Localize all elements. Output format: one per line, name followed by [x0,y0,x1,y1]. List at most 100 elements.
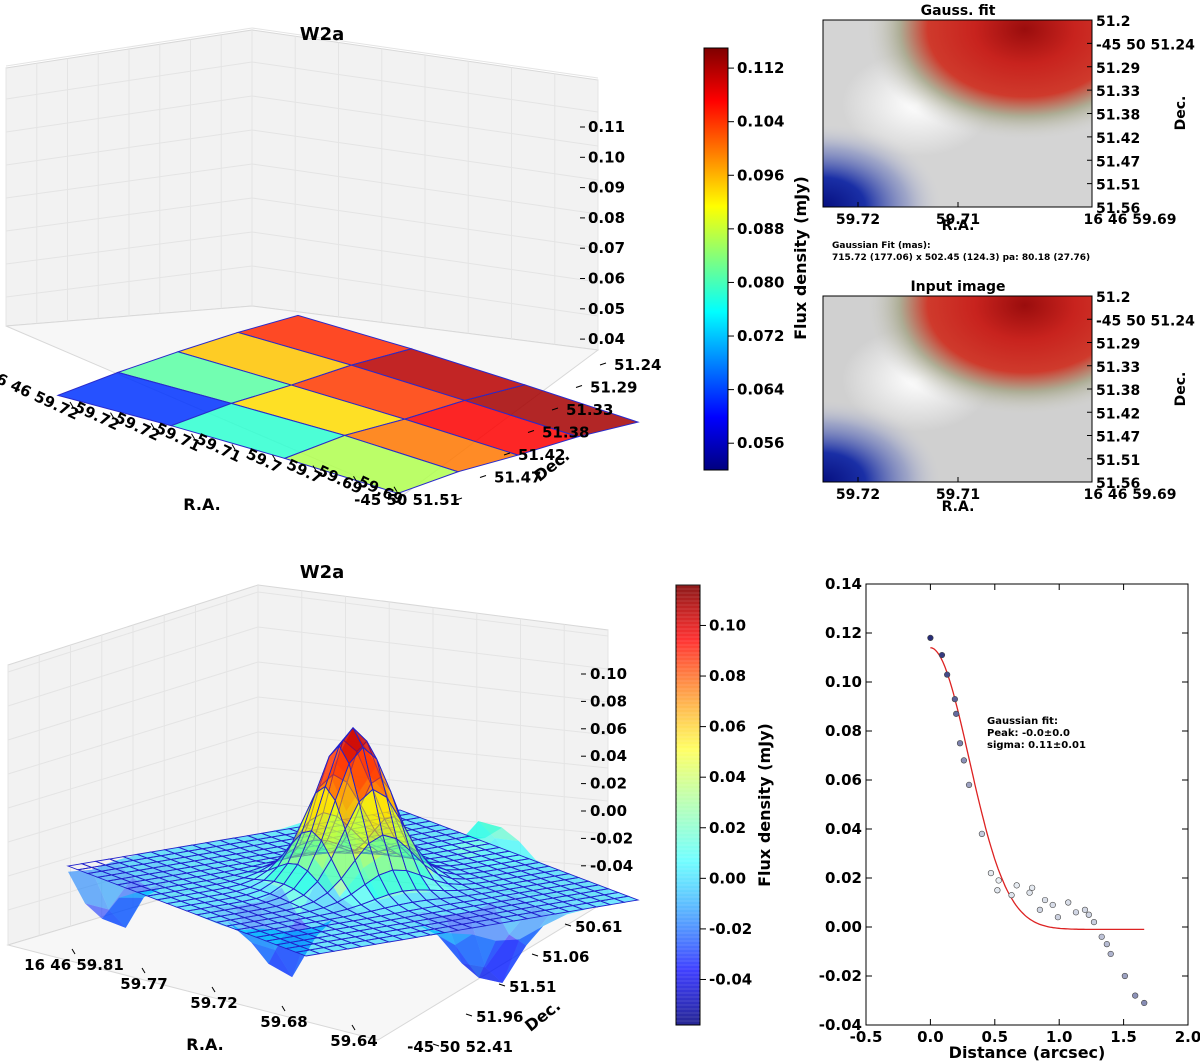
input-image-title: Input image [910,279,1005,295]
profile-data-point [1107,950,1114,958]
top-3d-gridline [251,265,599,317]
bottom-3d-data-face [183,879,225,891]
bottom-colorbar-tick-label: -0.04 [709,970,752,988]
top-colorbar-tick-labels: 0.112 0.104 0.096 0.088 0.080 0.072 0.064 0.056 [728,59,784,452]
top-3d-gridline [251,163,599,215]
input-image-ra-ticks: 59.72 59.71 16 46 59.69 [836,477,1177,503]
bottom-3d-data-face [515,888,557,907]
profile-data-point [1085,911,1092,918]
bottom-3d-data-face [498,882,540,895]
top-3d-gridline [5,129,253,166]
map2-ra-tick-label: 59.72 [836,487,880,503]
bottom-3d-data-face [176,890,218,901]
top-colorbar-label: Flux density (mJy) [791,176,810,340]
profile-x-tick-label: 0.5 [982,1028,1009,1046]
top-3d-dec-tick [551,407,559,411]
bottom-3d-data-face [488,863,530,876]
profile-data-point [1036,906,1043,913]
map2-ra-tick-label: 59.71 [936,487,980,503]
bottom-3d-data-face [390,922,432,930]
map2-dec-tick-label: 51.33 [1096,360,1140,376]
bottom-3d-gridline [257,731,609,769]
top-3d-gridline [5,27,253,67]
top-3d-ra-tick [110,412,114,418]
top-colorbar-strip [703,47,729,471]
bottom-3d-data-face [132,861,174,888]
bottom-3d-gridline [7,626,259,707]
gauss-fit-image [823,20,1092,207]
bottom-3d-data-face [203,848,245,859]
bottom-3d-z-tick-label: -0.04 [590,857,633,875]
input-image-dec-ticks: 51.2 -45 50 51.24 51.29 51.33 51.38 51.42 51.4… [1087,290,1195,492]
profile-annotation-line-2: Peak: -0.0±0.0 [987,728,1070,739]
profile-data-point [1026,889,1033,896]
bottom-3d-data-face [102,897,143,928]
top-3d-ra-tick [150,422,155,429]
top-3d-gridline [251,129,599,181]
bottom-3d-data-face [220,854,262,866]
profile-x-tick-label: -0.5 [850,1028,883,1046]
bottom-colorbar-tick-labels: 0.10 0.08 0.06 0.04 0.02 0.00 -0.02 -0.04 [700,616,752,988]
top-colorbar: 0.112 0.104 0.096 0.088 0.080 0.072 0.064 0.056… [703,47,810,471]
bottom-3d-data-face [438,935,479,978]
bottom-3d-data-face [475,886,516,904]
profile-data-point [1121,972,1128,980]
bottom-3d-data-face [159,884,201,895]
bottom-3d-data-face [451,890,493,914]
profile-y-tick-label: 0.08 [825,722,862,740]
top-3d-z-tick-label: 0.04 [588,330,625,348]
top-3d-gridline [251,231,599,283]
top-3d-dec-tick [503,452,511,456]
profile-data-point [956,740,964,747]
map2-dec-tick-label: 51.29 [1096,337,1140,353]
profile-y-tick-label: -0.04 [819,1016,862,1034]
map2-dec-tick-label: 51.42 [1096,406,1140,422]
bottom-3d-dec-tick-label: 51.96 [476,1008,523,1026]
top-3d-z-tick-label: 0.11 [588,118,625,136]
bottom-colorbar-tick-label: 0.00 [709,869,746,887]
map1-dec-tick-label: 51.42 [1096,131,1140,147]
bottom-3d-ra-tick [281,1005,286,1012]
profile-data-point [1081,906,1089,913]
bottom-colorbar-label: Flux density (mJy) [755,723,774,887]
top-3d-ra-tick [231,444,236,450]
profile-x-tick-label: 2.0 [1175,1028,1200,1046]
map2-dec-tick-label: 51.47 [1096,430,1140,446]
bottom-3d-data-face [481,875,523,887]
profile-data-point [1072,909,1080,916]
profile-data-point [965,781,973,789]
map1-ra-tick-label: 59.72 [836,212,880,228]
top-3d-dec-tick-labels: 51.24 51.29 51.33 51.38 51.42 51.47 -45 50 51.… [354,356,661,509]
top-3d-dec-tick-label: 51.38 [542,424,589,442]
top-3d-surface-face [283,434,460,494]
map1-dec-tick-label: -45 50 51.24 [1096,37,1195,53]
top-3d-z-tick-label: 0.05 [588,300,625,318]
top-colorbar-tick-label: 0.096 [737,166,784,184]
bottom-3d-data-face [437,821,479,851]
bottom-3d-ra-tick [71,948,76,955]
input-image [823,296,1092,482]
bottom-3d-data-face [142,882,184,898]
profile-y-tick-label: 0.02 [825,869,862,887]
bottom-colorbar-stripes [676,584,700,1022]
top-3d-ra-tick [393,486,398,493]
bottom-3d-gridlines [7,585,609,945]
bottom-3d-z-tick-label: 0.08 [590,692,627,710]
bottom-colorbar-tick-label: 0.10 [709,616,746,634]
bottom-colorbar-tick-label: 0.06 [709,718,746,736]
bottom-3d-gaussian-wireframe [66,726,640,957]
profile-axis-ticks: -0.5 0.0 0.5 1.0 1.5 2.0 0.14 0.12 0.10 0.08 0.06 0… [819,575,1200,1046]
bottom-3d-wire-cell [294,949,322,957]
bottom-3d-gridline [7,591,259,673]
gauss-fit-annotation-text: 715.72 (177.06) x 502.45 (124.3) pa: 80.… [832,253,1090,263]
top-3d-dec-tick [455,497,463,501]
profile-data-point [1029,884,1036,891]
profile-data-point [960,757,967,764]
bottom-3d-data-face [68,869,109,910]
top-3d-ra-tick [191,433,195,440]
bottom-3d-data-face [238,928,279,937]
profile-data-point [1098,933,1105,940]
bottom-3d-gridline [257,591,609,637]
bottom-3d-dec-tick-label: 50.61 [575,918,622,936]
